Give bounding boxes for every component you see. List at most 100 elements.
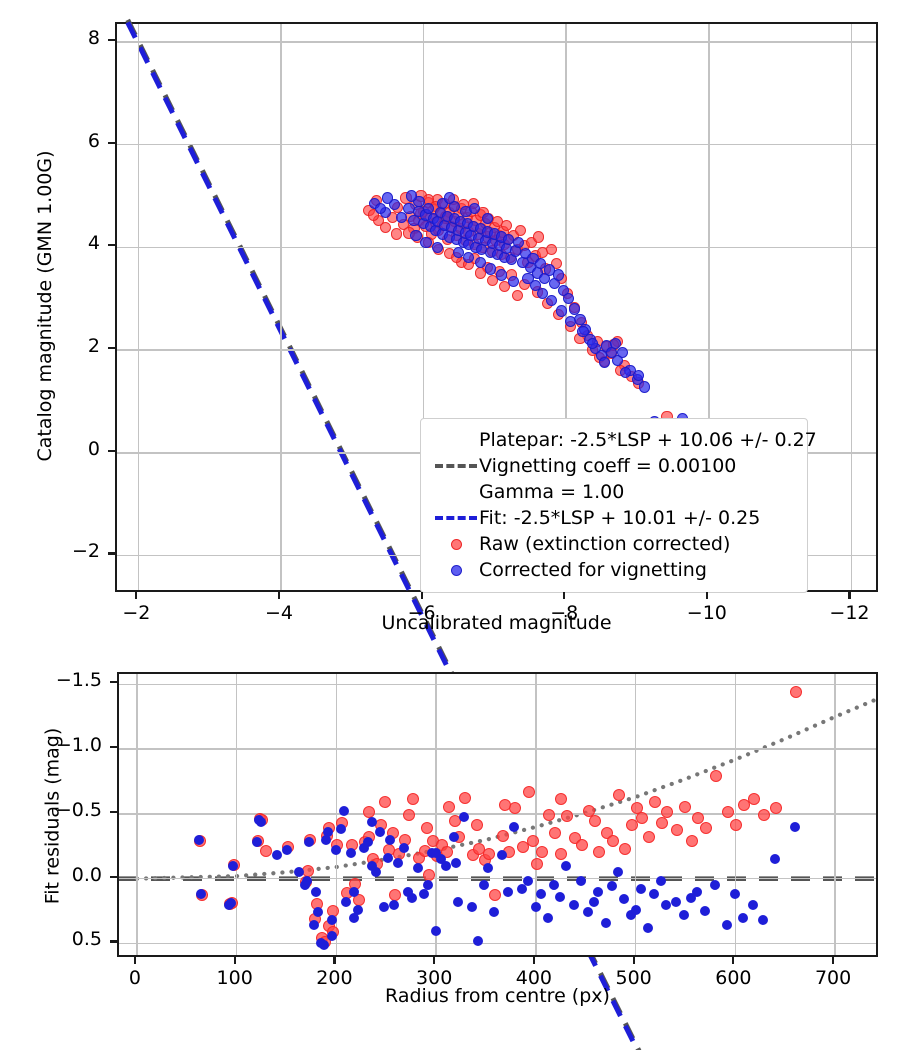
data-point (582, 805, 595, 818)
data-point (393, 858, 404, 869)
data-point (770, 802, 783, 815)
data-point (611, 354, 623, 366)
data-point (353, 904, 364, 915)
x-tick-label: −10 (686, 602, 727, 624)
data-point (379, 795, 392, 808)
data-point (489, 889, 501, 902)
x-tick-mark (233, 957, 236, 964)
data-point (678, 909, 689, 920)
data-point (748, 899, 759, 910)
gridline-horizontal (119, 942, 876, 945)
bottom-x-axis-label: Radius from centre (px) (385, 985, 610, 1007)
legend-entry: Raw (extinction corrected) (433, 531, 795, 557)
data-point (498, 281, 511, 293)
data-point (421, 821, 434, 834)
x-tick-label: 400 (515, 967, 553, 989)
legend-label: Gamma = 1.00 (479, 481, 625, 503)
data-point (225, 898, 236, 909)
data-point (692, 811, 705, 824)
data-point (227, 860, 238, 871)
y-tick-label: 0 (87, 437, 100, 460)
data-point (479, 880, 490, 891)
data-point (563, 293, 575, 305)
data-point (618, 842, 631, 855)
y-tick-mark (110, 746, 117, 749)
data-point (483, 863, 494, 874)
data-point (396, 211, 408, 224)
legend-key-empty (435, 438, 477, 442)
legend-label: Raw (extinction corrected) (479, 533, 731, 555)
gridline-vertical (850, 24, 853, 590)
y-tick-mark (108, 552, 115, 555)
data-point (738, 912, 749, 923)
y-tick-mark (108, 449, 115, 452)
data-point (471, 819, 484, 832)
data-point (251, 837, 262, 848)
x-tick-label: 600 (715, 967, 752, 989)
data-point (513, 236, 525, 248)
data-point (606, 834, 619, 847)
legend-key-dash-blue (433, 505, 479, 531)
data-point (379, 222, 391, 234)
data-point (508, 276, 520, 288)
data-point (535, 889, 546, 900)
data-point (473, 935, 484, 946)
data-point (730, 889, 741, 900)
data-point (420, 236, 432, 248)
data-point (648, 889, 659, 900)
data-point (692, 886, 703, 897)
x-tick-label: 300 (416, 967, 453, 989)
data-point (638, 381, 650, 393)
data-point (319, 939, 330, 950)
gridline-horizontal (119, 683, 876, 686)
x-tick-mark (848, 592, 851, 599)
data-point (374, 202, 386, 214)
data-point (700, 906, 711, 917)
data-point (336, 824, 347, 835)
data-point (575, 876, 586, 887)
data-point (790, 685, 803, 698)
data-point (508, 821, 519, 832)
data-point (341, 897, 352, 907)
y-tick-label: 2 (87, 335, 100, 358)
data-point (410, 229, 422, 242)
x-tick-mark (832, 957, 835, 964)
data-point (600, 917, 611, 928)
data-point (722, 920, 733, 931)
y-tick-label: −0.5 (55, 798, 102, 821)
data-point (730, 819, 743, 832)
data-point (522, 785, 535, 798)
data-point (530, 858, 543, 871)
data-point (193, 834, 204, 845)
x-tick-mark (133, 957, 137, 964)
data-point (560, 810, 573, 823)
y-tick-label: −2 (71, 540, 100, 563)
data-point (371, 867, 382, 878)
data-point (554, 793, 567, 806)
data-point (422, 202, 434, 214)
y-tick-label: −1.0 (55, 734, 102, 757)
y-tick-mark (108, 38, 115, 42)
data-point (339, 806, 350, 817)
data-point (710, 770, 723, 783)
bottom-plot-area (117, 672, 880, 957)
data-point (390, 228, 402, 240)
legend-label: Corrected for vignetting (479, 559, 707, 581)
data-point (620, 367, 632, 379)
data-point (529, 279, 541, 291)
data-point (431, 925, 442, 936)
x-tick-label: 700 (814, 967, 852, 989)
data-point (550, 258, 563, 270)
data-point (598, 356, 610, 368)
y-tick-mark (110, 875, 117, 878)
data-point (606, 881, 617, 892)
legend-label: Vignetting coeff = 0.00100 (479, 455, 737, 477)
gridline-horizontal (117, 41, 876, 43)
data-point (303, 837, 314, 848)
data-point (448, 200, 461, 212)
x-tick-mark (705, 592, 708, 599)
data-point (423, 880, 434, 891)
data-point (496, 269, 508, 281)
x-tick-label: 100 (216, 967, 253, 989)
x-tick-label: 500 (615, 967, 652, 989)
